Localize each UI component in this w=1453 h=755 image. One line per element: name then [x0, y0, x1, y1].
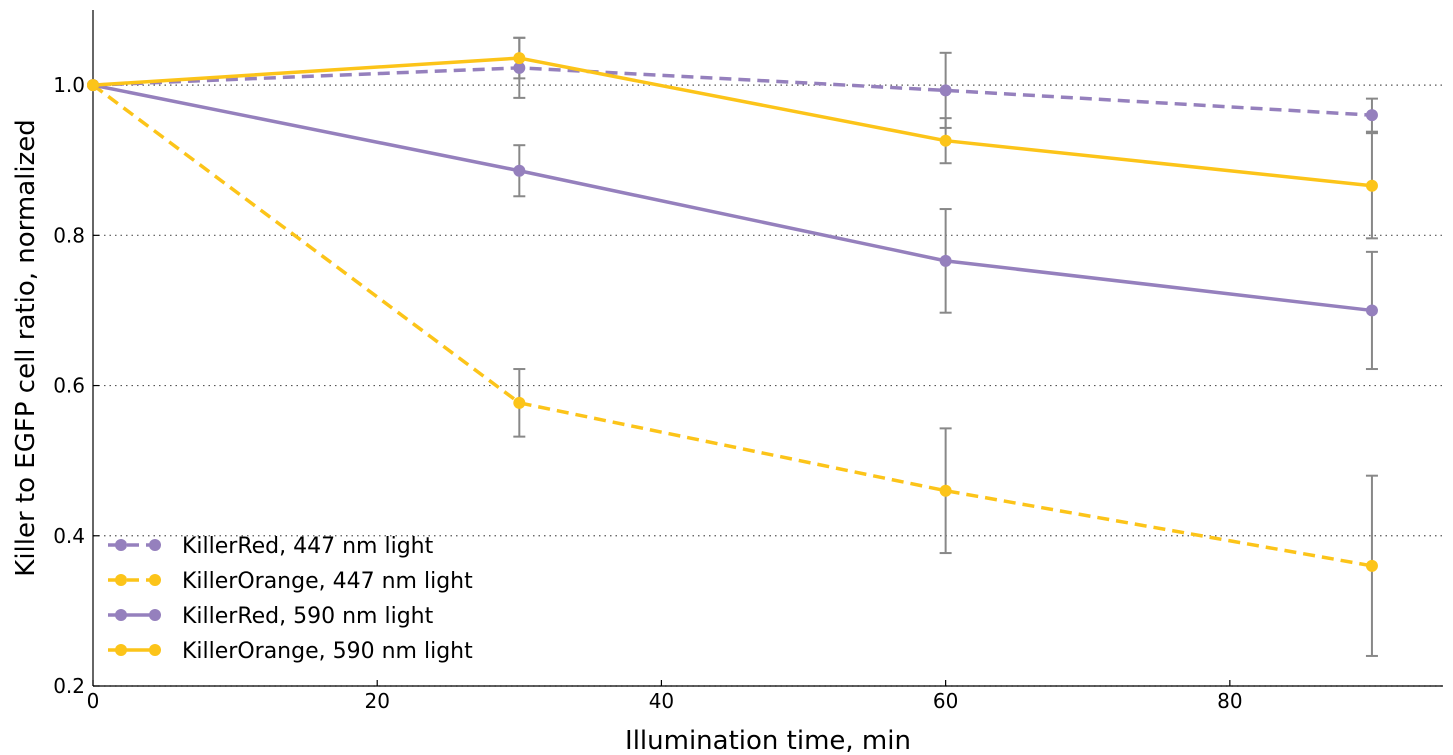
- data-point: [939, 484, 952, 497]
- data-point: [939, 134, 952, 147]
- legend-label: KillerRed, 447 nm light: [182, 534, 434, 559]
- legend-marker: [149, 539, 161, 551]
- data-point: [939, 254, 952, 267]
- data-point: [1365, 304, 1378, 317]
- legend-marker: [149, 644, 161, 656]
- x-tick-label: 60: [933, 689, 958, 713]
- series-line-3: [92, 56, 1373, 188]
- legend-marker: [149, 574, 161, 586]
- y-tick-label: 0.6: [53, 374, 85, 398]
- data-point: [939, 84, 952, 97]
- series-line-0: [92, 66, 1373, 117]
- y-tick-label: 0.8: [53, 223, 85, 247]
- y-tick-label: 1.0: [53, 73, 85, 97]
- x-tick-label: 40: [649, 689, 674, 713]
- y-axis-label: Killer to EGFP cell ratio, normalized: [11, 119, 41, 576]
- data-point: [1365, 559, 1378, 572]
- x-tick-label: 0: [87, 689, 100, 713]
- data-point: [1365, 109, 1378, 122]
- grid: [93, 84, 1443, 687]
- x-tick-label: 20: [364, 689, 389, 713]
- legend-label: KillerRed, 590 nm light: [182, 604, 434, 629]
- legend-marker: [115, 609, 127, 621]
- y-tick-label: 0.2: [53, 674, 85, 698]
- y-tick-label: 0.4: [53, 524, 85, 548]
- data-point: [1365, 179, 1378, 192]
- error-bars: [513, 36, 1378, 657]
- legend-marker: [115, 539, 127, 551]
- series-line-2: [92, 83, 1373, 313]
- data-point: [513, 396, 526, 409]
- legend-marker: [115, 574, 127, 586]
- legend-marker: [115, 644, 127, 656]
- data-point: [513, 164, 526, 177]
- legend: KillerRed, 447 nm light KillerOrange, 447…: [108, 534, 473, 664]
- series-line-1: [91, 83, 1373, 568]
- ticks: 0.2 0.4 0.6 0.8 1.0 0 20 40 60 80: [53, 73, 1242, 713]
- data-points: [87, 52, 1378, 572]
- data-point: [513, 52, 526, 65]
- legend-label: KillerOrange, 590 nm light: [182, 639, 473, 664]
- x-tick-label: 80: [1217, 689, 1242, 713]
- data-point: [87, 79, 99, 92]
- series-lines: [91, 56, 1373, 568]
- x-axis-label: Illumination time, min: [625, 726, 911, 755]
- data-point: [513, 61, 526, 74]
- legend-label: KillerOrange, 447 nm light: [182, 569, 473, 594]
- legend-marker: [149, 609, 161, 621]
- axes: [92, 10, 1443, 687]
